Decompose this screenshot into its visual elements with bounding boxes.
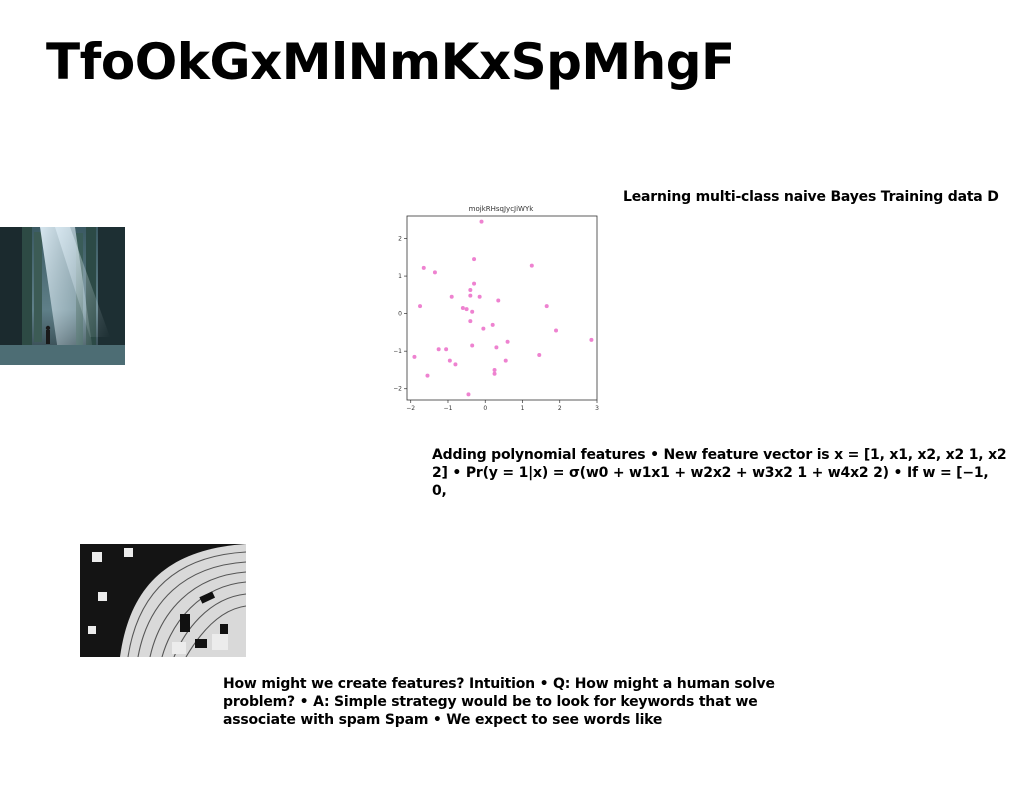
scatter-point <box>529 263 534 268</box>
scatter-point <box>447 358 452 363</box>
scatter-point <box>453 362 458 367</box>
scatter-point <box>537 352 542 357</box>
scatter-point <box>503 358 508 363</box>
scatter-point <box>460 306 465 310</box>
scatter-point <box>421 265 426 270</box>
scatter-point <box>472 257 477 262</box>
x-tick-label: 2 <box>558 405 562 412</box>
scatter-point <box>436 347 441 352</box>
scatter-point <box>505 339 510 344</box>
scatter-point <box>466 392 471 397</box>
x-tick-label: −1 <box>444 405 453 412</box>
scatter-point <box>449 294 454 299</box>
scatter-point <box>432 270 437 275</box>
chart-title: mojkRHsqJycJiWYk <box>469 205 535 213</box>
y-tick-label: 1 <box>398 273 402 280</box>
x-tick-label: 0 <box>483 405 487 412</box>
scatter-chart: mojkRHsqJycJiWYk −2 −1 0 1 2 −2 −1 0 1 2 3 <box>394 205 599 412</box>
scatter-point <box>554 328 559 333</box>
y-tick-label: −1 <box>394 348 402 355</box>
scatter-point <box>468 287 473 292</box>
scatter-point <box>468 319 473 324</box>
scatter-point <box>490 322 495 327</box>
scatter-point <box>412 354 417 359</box>
scatter-point <box>470 343 475 348</box>
text-block-create-features: How might we create features? Intuition … <box>223 676 775 728</box>
scatter-point <box>444 347 449 352</box>
abstract-artwork <box>80 544 246 657</box>
x-tick-label: 3 <box>595 405 599 412</box>
x-tick-label: −2 <box>406 405 415 412</box>
scatter-point <box>425 373 430 378</box>
text-block-naive-bayes: Learning multi-class naive Bayes Trainin… <box>623 189 999 205</box>
scatter-point <box>494 345 499 350</box>
scatter-point <box>544 304 549 309</box>
scatter-point <box>481 326 486 331</box>
hallway-photo <box>0 227 125 365</box>
y-tick-label: −2 <box>394 386 402 393</box>
scatter-point <box>477 294 482 299</box>
scatter-point <box>496 298 501 303</box>
scatter-point <box>472 281 477 286</box>
y-tick-label: 2 <box>398 236 402 243</box>
text-block-polynomial-features: Adding polynomial features • New feature… <box>432 447 1007 499</box>
chart-frame <box>406 215 598 401</box>
slide-title: TfoOkGxMlNmKxSpMhgF <box>46 33 735 91</box>
scatter-point <box>470 309 475 314</box>
scatter-point <box>464 307 469 312</box>
scatter-point <box>479 219 484 224</box>
scatter-point <box>418 304 423 309</box>
scatter-point <box>492 367 497 372</box>
y-tick-label: 0 <box>398 311 402 318</box>
scatter-point <box>589 337 594 342</box>
x-tick-label: 1 <box>521 405 525 412</box>
scatter-point <box>492 371 497 376</box>
scatter-point <box>468 293 473 298</box>
